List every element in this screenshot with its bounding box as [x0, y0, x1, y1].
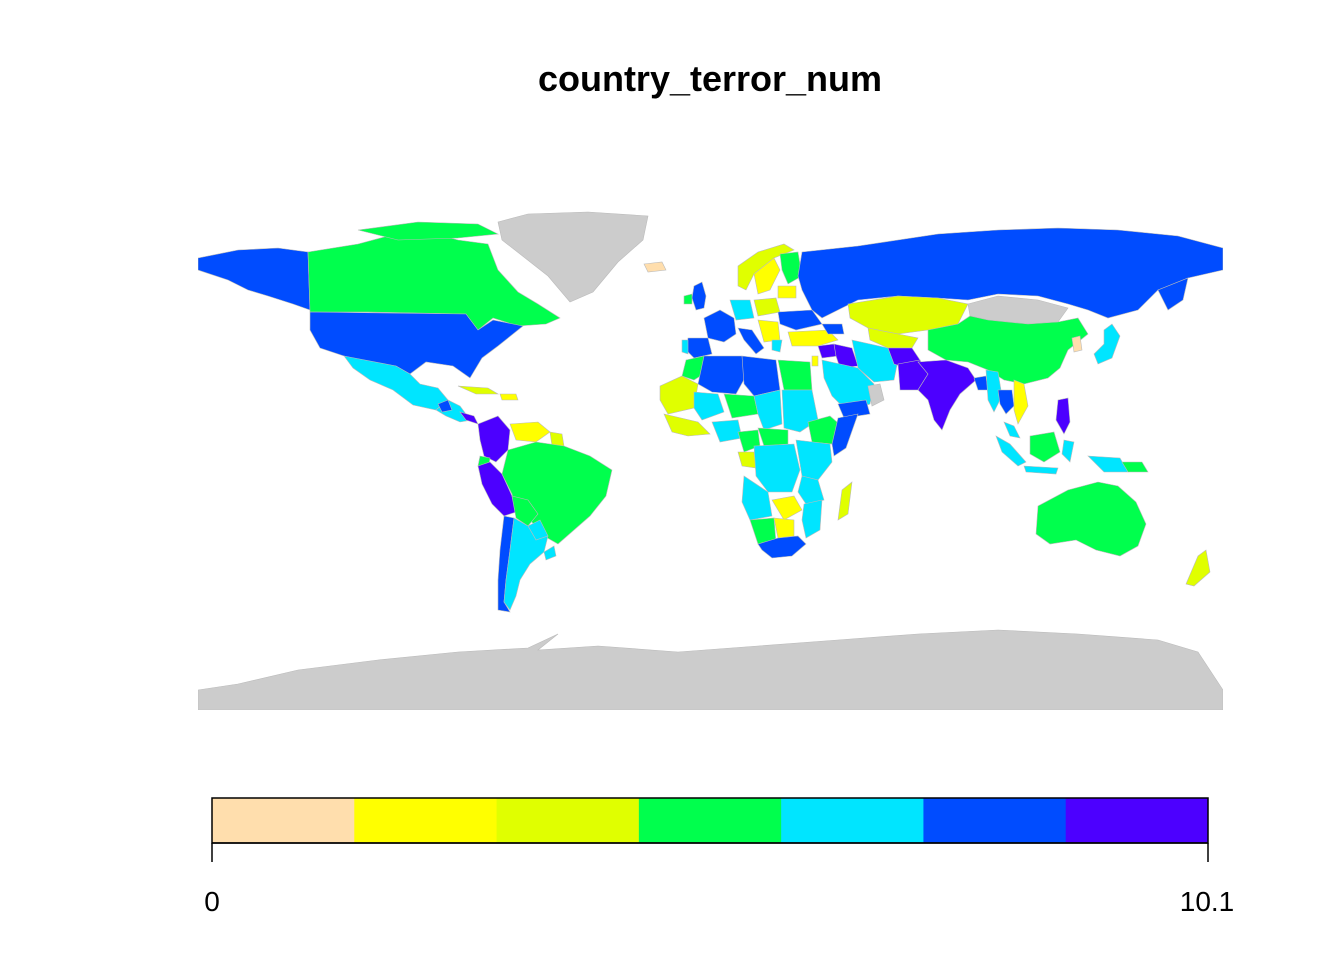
- region-sumatra: [995, 435, 1027, 467]
- region-chad: [753, 389, 783, 431]
- region-poland: [753, 297, 781, 317]
- legend-bin-2: [496, 798, 640, 843]
- region-spain: [685, 337, 713, 359]
- map-title: country_terror_num: [537, 58, 883, 99]
- region-uk: [691, 281, 707, 311]
- region-yemen: [837, 399, 871, 419]
- legend-frame: [211, 797, 1209, 844]
- region-bangladesh: [973, 375, 989, 391]
- region-caucasus: [821, 323, 845, 335]
- region-germany: [729, 299, 755, 321]
- region-turkey: [787, 329, 839, 347]
- region-tanzania: [797, 475, 825, 505]
- region-borneo: [1029, 431, 1061, 463]
- region-finland: [779, 251, 803, 285]
- region-west-coast: [663, 413, 711, 437]
- region-algeria: [697, 355, 747, 395]
- region-venezuela: [509, 421, 551, 443]
- region-car: [757, 427, 789, 447]
- region-sweden: [753, 257, 781, 295]
- region-hispaniola: [499, 393, 519, 401]
- region-usa: [309, 311, 524, 379]
- region-portugal: [681, 339, 689, 355]
- region-greenland: [497, 211, 649, 303]
- region-papua: [1087, 455, 1129, 473]
- region-alaska: [198, 247, 311, 311]
- region-nigeria: [711, 419, 743, 443]
- region-guatemala: [437, 399, 453, 413]
- region-uruguay: [543, 545, 557, 561]
- legend-bin-1: [354, 798, 498, 843]
- region-guyana: [549, 431, 565, 447]
- region-russia: [797, 227, 1223, 319]
- legend-bin-0: [212, 798, 355, 843]
- legend-bin-5: [923, 798, 1067, 843]
- region-canada-islands: [357, 221, 500, 241]
- region-japan: [1093, 323, 1121, 365]
- region-iceland: [643, 261, 667, 273]
- region-malaysia: [1003, 421, 1021, 439]
- region-botswana: [773, 517, 795, 539]
- region-cuba: [457, 385, 500, 395]
- world-map: [198, 200, 1223, 710]
- region-somalia: [831, 413, 859, 457]
- region-india: [917, 359, 977, 431]
- region-south-africa: [757, 535, 807, 559]
- legend-max-label: 10.1: [1179, 886, 1235, 917]
- region-angola: [741, 475, 773, 521]
- region-italy: [737, 327, 765, 355]
- region-mali: [693, 391, 725, 421]
- region-russia-east: [1157, 277, 1189, 311]
- region-korea: [1071, 335, 1083, 353]
- legend-min-label: 0: [204, 886, 220, 917]
- region-argentina: [503, 517, 549, 611]
- region-east-africa: [795, 439, 833, 481]
- region-new-zealand: [1185, 549, 1211, 587]
- region-java: [1023, 465, 1059, 475]
- region-vietnam: [1013, 379, 1029, 425]
- region-ukraine: [777, 309, 823, 331]
- region-israel: [811, 355, 819, 367]
- region-madagascar: [837, 481, 853, 521]
- region-greece: [771, 339, 783, 353]
- region-colombia: [477, 415, 511, 463]
- region-antarctica: [198, 629, 1223, 710]
- region-west-sahel: [659, 375, 699, 415]
- region-egypt: [777, 359, 813, 391]
- region-myanmar: [985, 369, 1003, 413]
- region-bolivia: [511, 495, 539, 527]
- region-balkans: [757, 319, 781, 343]
- region-baltic: [777, 285, 797, 299]
- region-niger: [723, 393, 759, 419]
- legend-bin-3: [638, 798, 782, 843]
- region-gabon: [737, 451, 757, 469]
- region-mozambique: [801, 499, 823, 539]
- region-drc: [753, 443, 801, 493]
- legend-bin-6: [1065, 798, 1209, 843]
- legend-bin-4: [781, 798, 924, 843]
- region-png: [1121, 461, 1149, 473]
- region-china: [927, 315, 1089, 385]
- region-thailand: [997, 389, 1015, 415]
- region-ireland: [683, 293, 693, 305]
- region-australia: [1035, 481, 1147, 557]
- region-philippines: [1055, 397, 1071, 435]
- region-oman: [867, 383, 885, 407]
- region-france: [703, 309, 737, 343]
- region-libya: [741, 355, 781, 397]
- region-sulawesi: [1061, 439, 1075, 463]
- region-zambia: [771, 495, 803, 521]
- legend-color-bins: [212, 798, 1209, 843]
